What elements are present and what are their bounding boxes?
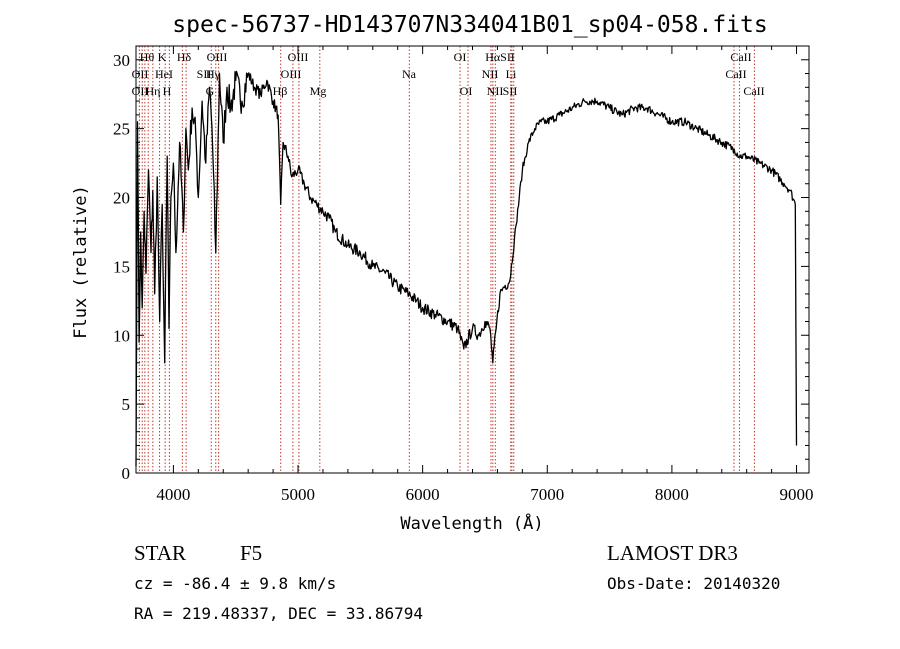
x-tick-label: 6000: [406, 485, 440, 504]
x-tick-label: 5000: [281, 485, 315, 504]
line-label: SII: [503, 84, 518, 98]
line-label: OI: [460, 84, 473, 98]
spectral-subclass: F5: [240, 541, 262, 565]
redshift-value: cz = -86.4 ± 9.8 km/s: [134, 574, 336, 593]
survey-name: LAMOST DR3: [607, 541, 738, 565]
line-label: HeI: [155, 67, 173, 81]
line-label: OIII: [281, 67, 302, 81]
line-label: NII: [487, 84, 504, 98]
line-label: Hθ: [140, 50, 155, 64]
line-label: SII: [197, 67, 212, 81]
line-label: CaII: [730, 50, 751, 64]
y-tick-label: 25: [113, 120, 130, 139]
line-label: Hη: [146, 84, 161, 98]
spectrum-line: [135, 70, 798, 467]
coordinates: RA = 219.48337, DEC = 33.86794: [134, 604, 423, 623]
object-class: STAR: [134, 541, 186, 565]
line-label: OI: [454, 50, 467, 64]
y-tick-label: 10: [113, 326, 130, 345]
y-axis-ticks: 0 5 10 15 20 25 30: [113, 51, 809, 483]
line-label: K: [158, 50, 167, 64]
line-label: HαSII: [485, 50, 515, 64]
line-label: Li: [506, 67, 517, 81]
line-label: Hγ: [206, 67, 221, 81]
y-axis-label: Flux (relative): [71, 185, 91, 339]
line-label: Hδ: [177, 50, 192, 64]
y-tick-label: 5: [122, 395, 131, 414]
x-axis-label: Wavelength (Å): [400, 512, 543, 534]
line-label: OIII: [207, 50, 228, 64]
line-label: NII: [482, 67, 499, 81]
observation-date: Obs-Date: 20140320: [607, 574, 780, 593]
chart-title: spec-56737-HD143707N334041B01_sp04-058.f…: [172, 12, 767, 38]
x-axis-ticks: 4000 5000 6000 7000 8000 9000: [156, 46, 814, 504]
x-tick-label: 8000: [655, 485, 689, 504]
line-label: Na: [402, 67, 417, 81]
line-label: CaII: [743, 84, 764, 98]
line-label: OIII: [288, 50, 309, 64]
line-label: Hβ: [273, 84, 288, 98]
y-tick-label: 30: [113, 51, 130, 70]
x-tick-label: 4000: [156, 485, 190, 504]
y-tick-label: 0: [122, 464, 131, 483]
y-tick-label: 20: [113, 189, 130, 208]
line-label: Mg: [310, 84, 327, 98]
line-label: CaII: [725, 67, 746, 81]
x-tick-label: 7000: [530, 485, 564, 504]
x-tick-label: 9000: [780, 485, 814, 504]
y-tick-label: 15: [113, 257, 130, 276]
plot-frame: [135, 45, 810, 474]
line-label: H: [163, 84, 172, 98]
